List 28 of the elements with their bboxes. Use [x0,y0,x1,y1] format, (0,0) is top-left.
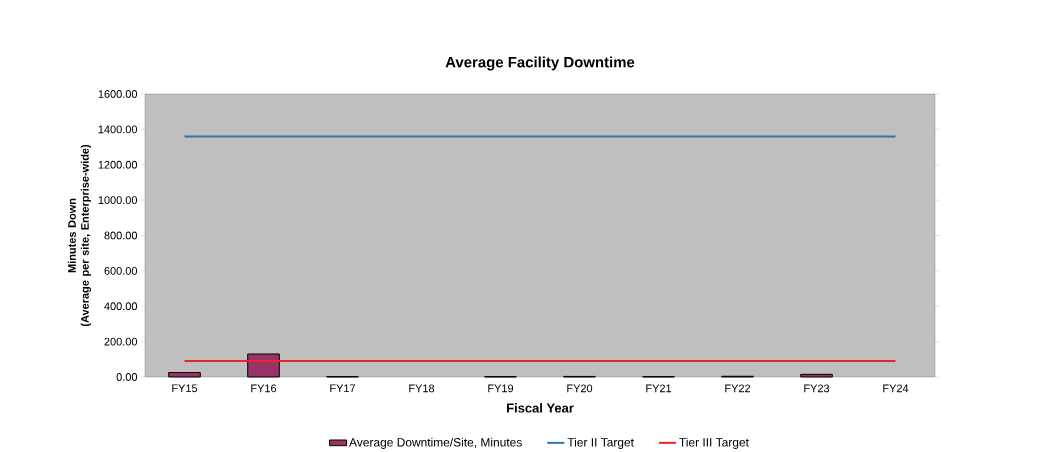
x-tick-label: FY15 [172,384,198,393]
legend-label: Tier III Target [679,437,749,449]
x-tick-label: FY20 [567,384,593,393]
bar [800,373,833,378]
x-tick-label: FY24 [883,384,909,393]
x-axis-title: Fiscal Year [507,403,574,413]
y-tick-label: 200.00 [104,337,138,346]
y-tick-label: 1000.00 [98,196,138,204]
x-tick-label: FY19 [488,384,514,393]
y-tick-label: 1600.00 [98,90,138,98]
x-tick-label: FY23 [804,384,830,393]
y-tick-label: 1200.00 [98,160,138,169]
legend-label: Average Downtime/Site, Minutes [349,437,522,449]
x-tick-label: FY16 [251,384,277,393]
y-tick-label: 600.00 [104,266,138,275]
y-tick-label: 1400.00 [98,125,138,134]
bar [247,353,280,378]
y-tick-label: 400.00 [104,302,138,311]
x-tick-label: FY17 [330,384,356,393]
chart-title: Average Facility Downtime [445,56,635,71]
y-tick-label: 0.00 [116,373,138,381]
legend-label: Tier II Target [567,437,634,449]
x-tick-label: FY18 [409,384,435,393]
y-tick-label: 800.00 [104,231,138,240]
bar [168,372,201,378]
y-axis-title: Minutes Down (Average per site, Enterprise-wide) [67,144,92,327]
x-tick-label: FY22 [725,384,751,393]
x-tick-label: FY21 [646,384,672,393]
